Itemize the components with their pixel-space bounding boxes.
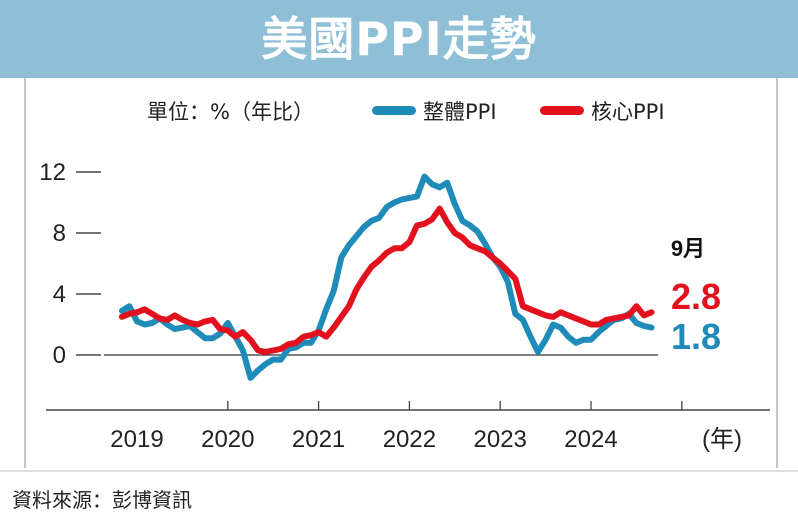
x-unit-label: (年): [702, 426, 742, 453]
legend: 單位：%（年比） 整體PPI 核心PPI: [0, 92, 798, 132]
unit-label: 單位：%（年比）: [147, 100, 314, 124]
x-tick-label: 2022: [383, 426, 436, 453]
overall-ppi-end-label: 1.8: [671, 316, 721, 357]
x-tick-label: 2023: [474, 426, 527, 453]
legend-label-core-ppi: 核心PPI: [591, 100, 665, 124]
series-line-overall-ppi: [118, 173, 655, 381]
chart-title: 美國PPI走勢: [261, 12, 537, 66]
title-banner: 美國PPI走勢: [0, 0, 798, 78]
latest-month-label: 9月: [671, 236, 705, 261]
y-tick-label: 4: [53, 281, 66, 308]
x-tick-label: 2019: [110, 426, 163, 453]
footer-divider: [0, 470, 798, 472]
y-tick-label: 12: [39, 159, 66, 186]
x-tick-label: 2024: [564, 426, 617, 453]
legend-label-overall-ppi: 整體PPI: [423, 100, 497, 124]
core-ppi-end-label: 2.8: [671, 276, 721, 317]
x-tick-label: 2021: [292, 426, 345, 453]
y-tick-label: 8: [53, 220, 66, 247]
chart-panel: [24, 78, 778, 468]
legend-swatch-overall-ppi: [372, 106, 416, 115]
y-tick-label: 0: [53, 342, 66, 369]
legend-swatch-core-ppi: [540, 106, 584, 115]
source-note: 資料來源：彭博資訊: [12, 488, 192, 512]
x-tick-label: 2020: [201, 426, 254, 453]
series-line-core-ppi: [118, 205, 655, 355]
